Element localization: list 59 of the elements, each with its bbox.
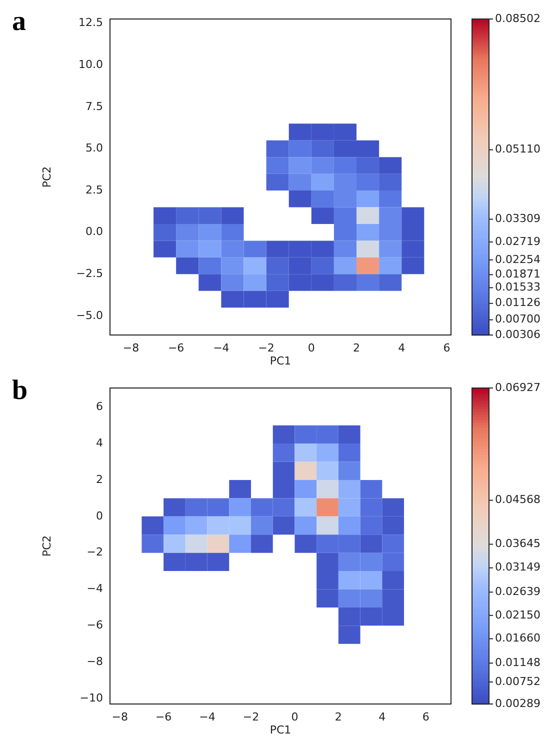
y-tick-label: −5.0 [76,308,103,322]
x-tick-label: 0 [308,341,315,354]
x-tick-label: −6 [155,710,172,724]
color-bar-label: 0.02639 [495,584,540,598]
color-bar-label: 0.01126 [495,296,540,310]
x-tick-label: −4 [199,710,216,724]
y-tick-label: 4 [96,436,103,450]
y-tick-label: −2.5 [76,267,103,280]
x-tick-label: −6 [168,341,184,354]
color-bar-label: 0.02150 [495,608,540,622]
color-bar-label: 0.04568 [495,493,540,506]
color-bar-label: 0.00306 [495,328,540,341]
y-axis-title: PC2 [40,535,54,557]
y-tick-label: −8 [86,654,103,668]
color-bar-label: 0.02254 [495,252,540,266]
y-tick-label: 2 [96,472,103,486]
y-axis-title: PC2 [40,166,54,188]
color-bar-label: 0.06927 [495,380,540,394]
y-tick-label: 12.5 [78,16,103,30]
color-bar-label: 0.01660 [495,632,540,645]
color-bar-label: 0.02719 [495,234,540,248]
y-tick-label: 0.0 [86,225,103,238]
x-tick-label: −8 [122,341,140,354]
y-tick-label: −4 [86,582,103,596]
x-tick-label: 6 [443,341,450,354]
x-tick-label: −8 [112,710,128,724]
y-tick-label: −2 [86,546,103,559]
x-tick-label: 2 [353,341,360,354]
y-tick-label: −6 [86,618,103,632]
y-tick-label: 0 [96,509,103,522]
x-tick-label: 4 [378,710,386,724]
x-tick-label: 2 [334,710,342,724]
x-axis-title: PC1 [270,354,292,368]
chart-title: b [12,375,28,407]
color-bar-label: 0.03309 [495,212,540,226]
color-bar-label: 0.03645 [495,537,540,550]
color-bar-label: 0.05110 [495,142,540,156]
x-tick-label: 0 [291,710,298,724]
chart-title: a [12,6,26,38]
color-bar-label: 0.01148 [495,656,540,669]
x-tick-label: −4 [213,341,230,354]
x-tick-label: −2 [242,710,260,724]
color-bar-label: 0.00289 [495,696,540,710]
y-tick-label: 7.5 [86,100,103,113]
y-tick-label: 6 [96,400,103,413]
x-axis-title: PC1 [270,723,292,736]
y-tick-label: 5.0 [86,142,103,155]
y-tick-label: −10 [80,691,103,704]
x-tick-label: −2 [258,341,274,354]
x-tick-label: 6 [422,710,430,724]
x-tick-label: 4 [398,341,406,354]
color-bar-label: 0.00700 [495,312,540,326]
color-bar-label: 0.00752 [495,674,540,688]
color-bar-label: 0.01533 [495,280,540,294]
color-bar-label: 0.03149 [495,560,540,574]
color-bar-label: 0.01871 [495,268,540,281]
y-tick-label: 10.0 [78,58,103,72]
y-tick-label: 2.5 [86,183,103,196]
color-bar-label: 0.08502 [495,12,540,25]
